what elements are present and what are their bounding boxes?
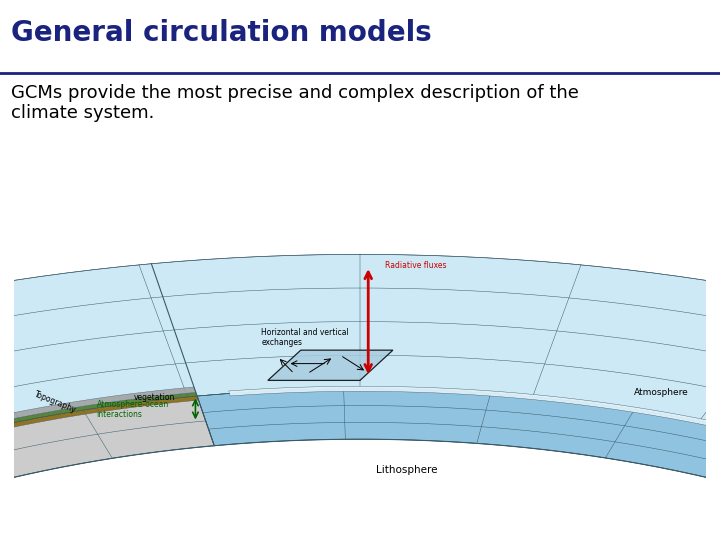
Text: vegetation: vegetation	[134, 393, 176, 402]
Text: Atmosphere: Atmosphere	[634, 388, 689, 397]
Text: Radiative fluxes: Radiative fluxes	[384, 261, 446, 270]
Polygon shape	[0, 396, 215, 540]
Polygon shape	[0, 393, 197, 445]
Polygon shape	[197, 389, 720, 540]
Text: GCMs provide the most precise and complex description of the
climate system.: GCMs provide the most precise and comple…	[11, 84, 579, 123]
Polygon shape	[0, 387, 196, 458]
Text: General circulation models: General circulation models	[11, 19, 431, 47]
Text: Topography: Topography	[33, 389, 78, 414]
Polygon shape	[229, 386, 720, 540]
Polygon shape	[0, 254, 720, 540]
Polygon shape	[268, 350, 393, 380]
Text: Atmosphere-ocean
interactions: Atmosphere-ocean interactions	[96, 400, 169, 420]
Polygon shape	[0, 396, 199, 540]
Text: Lithosphere: Lithosphere	[377, 465, 438, 475]
Text: Horizontal and vertical
exchanges: Horizontal and vertical exchanges	[261, 328, 349, 347]
